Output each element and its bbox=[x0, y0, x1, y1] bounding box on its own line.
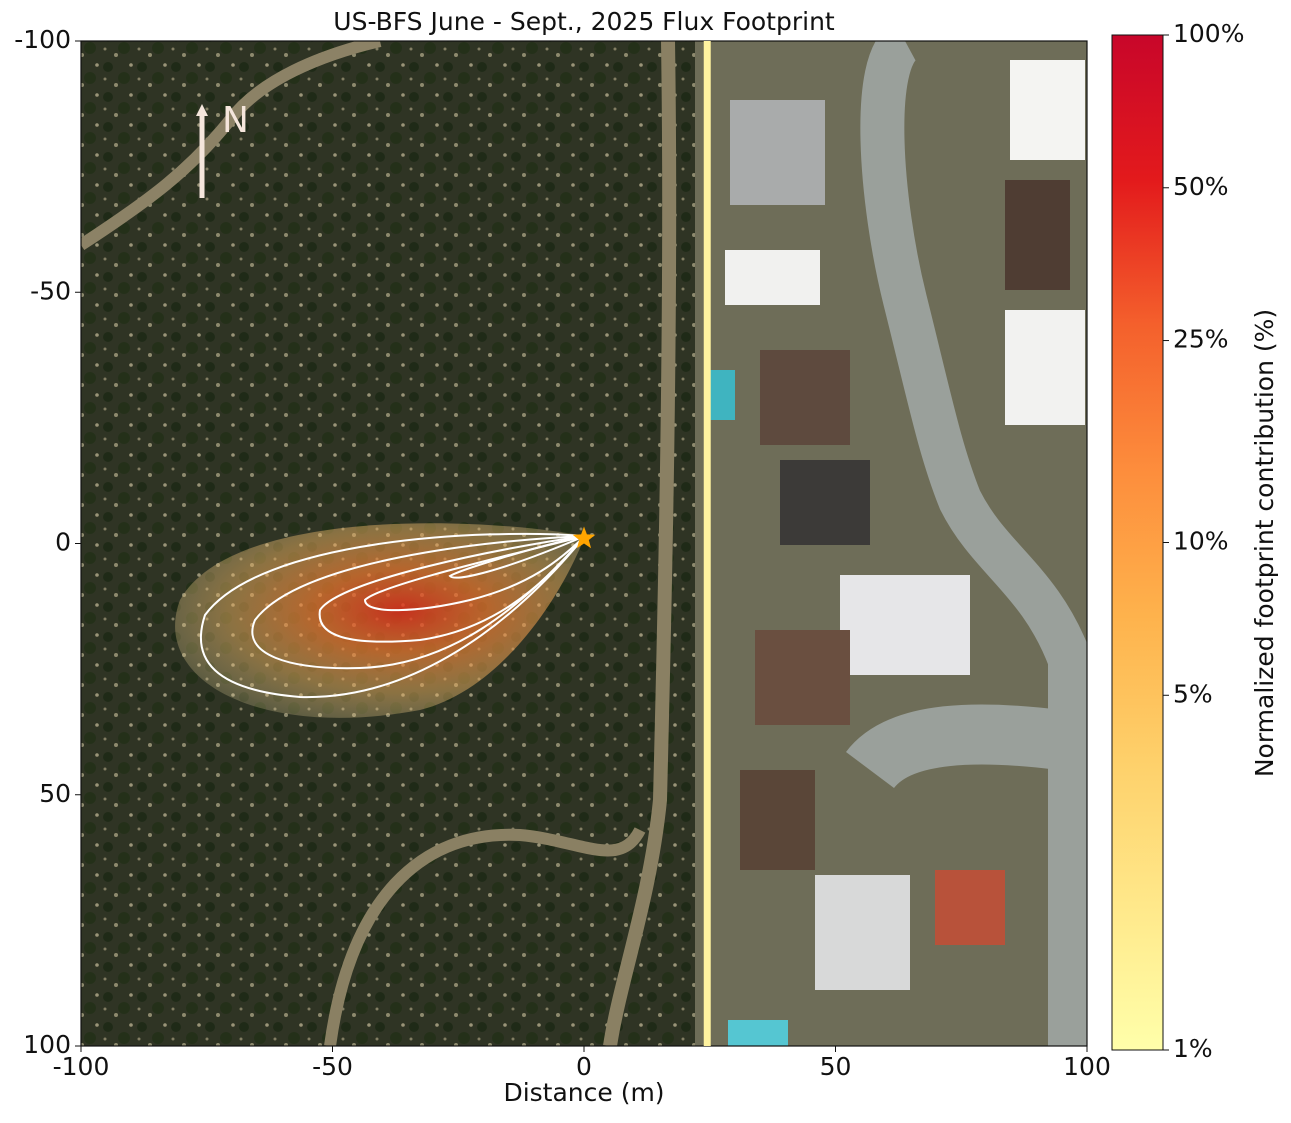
x-tick-label: -100 bbox=[53, 1052, 110, 1081]
chart-title: US-BFS June - Sept., 2025 Flux Footprint bbox=[333, 7, 835, 36]
colorbar-tick-label: 1% bbox=[1173, 1034, 1213, 1063]
x-tick-label: 50 bbox=[820, 1052, 852, 1081]
colorbar-tick-label: 100% bbox=[1173, 19, 1244, 48]
y-tick-label: 50 bbox=[39, 779, 71, 808]
tower-marker bbox=[572, 526, 596, 549]
y-tick-label: -100 bbox=[14, 25, 71, 54]
colorbar-tick-label: 25% bbox=[1173, 325, 1229, 354]
y-tick-label: -50 bbox=[30, 276, 71, 305]
x-axis-label: Distance (m) bbox=[503, 1078, 664, 1107]
colorbar-tick-label: 5% bbox=[1173, 679, 1213, 708]
colorbar-label: Normalized footprint contribution (%) bbox=[1250, 309, 1279, 777]
basemap bbox=[81, 41, 1087, 1046]
north-label: N bbox=[222, 100, 249, 141]
x-tick-label: 0 bbox=[576, 1052, 592, 1081]
x-tick-label: 100 bbox=[1063, 1052, 1111, 1081]
colorbar-tick-label: 10% bbox=[1173, 527, 1229, 556]
colorbar bbox=[1111, 34, 1164, 1051]
y-tick-label: 0 bbox=[55, 528, 71, 557]
y-tick-label: 100 bbox=[23, 1030, 71, 1059]
colorbar-tick-label: 50% bbox=[1173, 172, 1229, 201]
x-tick-label: -50 bbox=[312, 1052, 353, 1081]
